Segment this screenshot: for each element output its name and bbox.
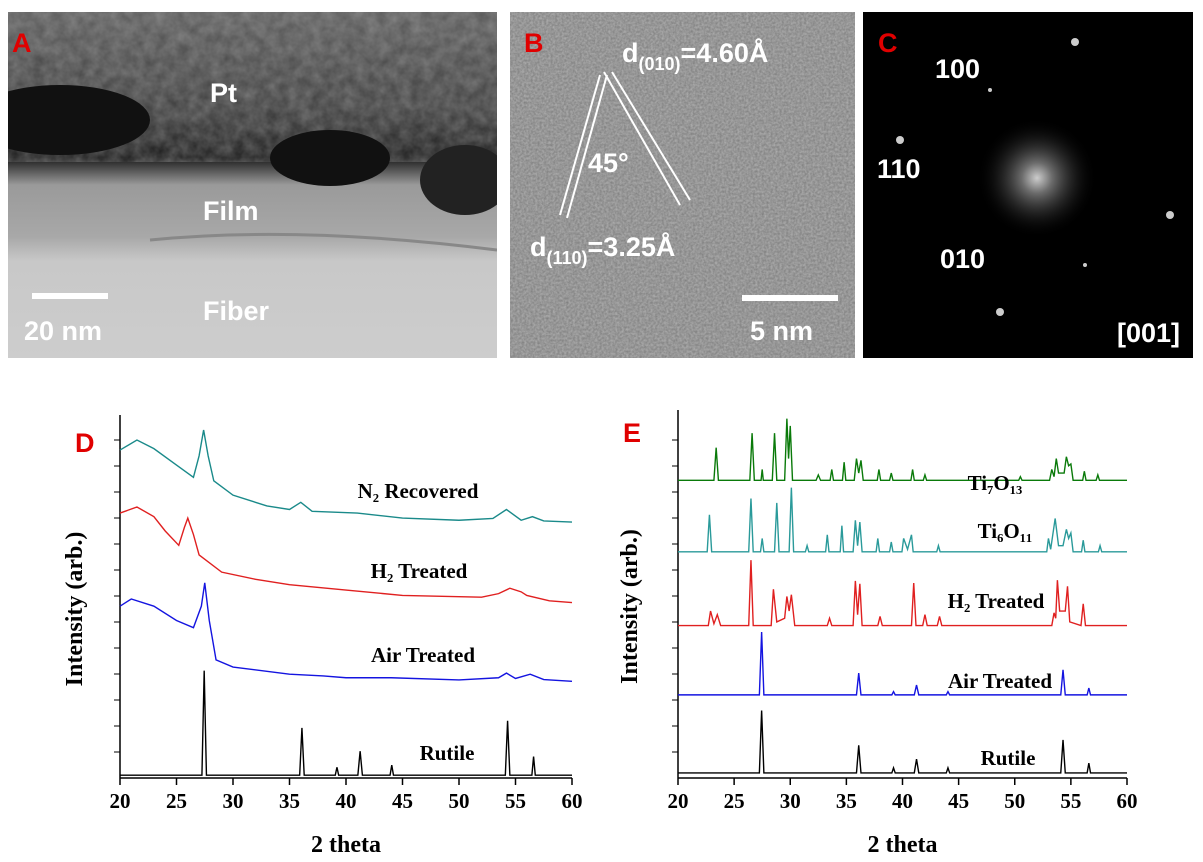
spectrum: [120, 671, 572, 776]
center-spot: [977, 118, 1097, 238]
x-tick-label: 40: [892, 789, 913, 813]
spot-label: 010: [940, 244, 985, 274]
x-tick-label: 55: [1060, 789, 1081, 813]
spacing-value: =3.25Å: [588, 231, 676, 262]
panel-label: A: [12, 28, 32, 58]
region-label: Film: [203, 196, 259, 226]
zone-axis: [001]: [1117, 318, 1180, 348]
spot-label: 100: [935, 54, 980, 84]
scale-label: 5 nm: [750, 316, 813, 346]
x-tick-label: 45: [948, 789, 969, 813]
series-label: Air Treated: [948, 669, 1052, 693]
region-label: Pt: [210, 78, 237, 108]
spectrum: [120, 583, 572, 681]
x-tick-label: 50: [1004, 789, 1025, 813]
x-tick-label: 45: [392, 789, 413, 813]
panel-b: B d(010)=4.60Å 45° d(110)=3.25Å 5 nm: [510, 12, 855, 358]
region-label: Fiber: [203, 296, 270, 326]
panel-label: D: [75, 428, 95, 458]
scale-label: 20 nm: [24, 316, 102, 346]
x-tick-label: 35: [836, 789, 857, 813]
panel-label: B: [524, 28, 544, 58]
series-label: H₂ Treated: [371, 559, 468, 583]
spacing-value: =4.60Å: [681, 37, 769, 68]
spacing-d: d: [622, 38, 639, 68]
x-tick-label: 30: [780, 789, 801, 813]
spacing-index: (110): [547, 248, 588, 268]
panel-a: A Pt Film Fiber 20 nm: [0, 12, 510, 358]
y-axis-label: Intensity (arb.): [62, 532, 88, 687]
x-tick-label: 40: [336, 789, 357, 813]
x-tick-label: 25: [166, 789, 187, 813]
series-label: Ti₇O₁₃: [968, 471, 1023, 495]
panel-c: C 100 110 010 [001]: [863, 12, 1193, 358]
figure: A Pt Film Fiber 20 nm B d(010)=4.60Å 45°…: [0, 0, 1203, 862]
x-tick-label: 30: [223, 789, 244, 813]
spacing-d: d: [530, 232, 547, 262]
panel-label: C: [878, 28, 898, 58]
y-axis-label: Intensity (arb.): [617, 529, 643, 684]
series-label: Air Treated: [371, 643, 475, 667]
spectrum: [678, 488, 1127, 552]
spectrum: [678, 560, 1127, 625]
angle-label: 45°: [588, 148, 629, 178]
spectrum: [678, 419, 1127, 481]
spacing-index: (010): [639, 54, 681, 74]
x-tick-label: 20: [668, 789, 689, 813]
series-label: Rutile: [981, 746, 1036, 770]
x-tick-label: 55: [505, 789, 526, 813]
spectrum: [120, 430, 572, 522]
x-tick-label: 25: [724, 789, 745, 813]
spectrum: [678, 632, 1127, 695]
x-tick-label: 60: [562, 789, 583, 813]
spot-label: 110: [877, 154, 921, 184]
series-label: Rutile: [420, 741, 475, 765]
x-tick-label: 35: [279, 789, 300, 813]
spectrum: [678, 710, 1127, 772]
x-axis-label: 2 theta: [868, 832, 938, 858]
x-tick-label: 50: [449, 789, 470, 813]
series-label: H₂ Treated: [948, 589, 1045, 613]
x-tick-label: 60: [1117, 789, 1138, 813]
x-axis-label: 2 theta: [311, 832, 381, 858]
panel-label: E: [623, 418, 641, 448]
series-label: N₂ Recovered: [358, 479, 479, 503]
spectrum: [120, 507, 572, 603]
series-label: Ti₆O₁₁: [978, 519, 1033, 543]
x-tick-label: 20: [110, 789, 131, 813]
